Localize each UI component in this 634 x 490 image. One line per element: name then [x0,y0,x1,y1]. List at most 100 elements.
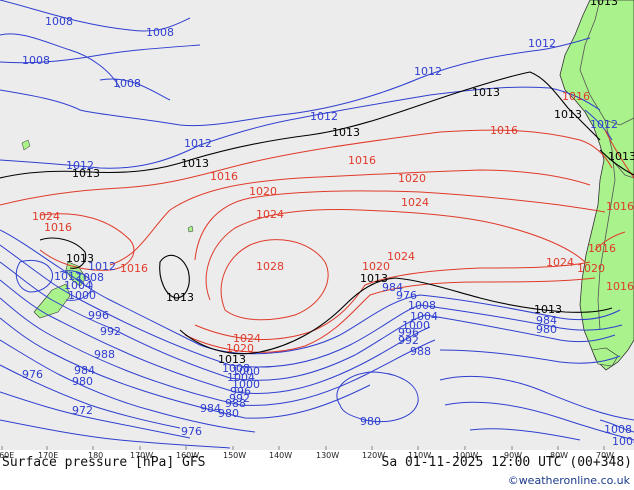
isobar-label: 1020 [577,262,605,275]
isobar-label: 1012 [414,65,442,78]
high-isobars [0,129,634,353]
isobar-label: 1004 [612,435,634,448]
standard-isobar-labels: 1013 1013 1013 1013 1013 1013 1013 1013 … [66,0,634,366]
isobar-label: 1008 [222,362,250,375]
isobar-label: 1004 [410,310,438,323]
isobar-label: 1012 [88,260,116,273]
isobar-label: 1013 [181,157,209,170]
tick-label: 160W [176,451,199,460]
isobar-label: 996 [88,309,109,322]
isobar-label: 992 [398,334,419,347]
isobar-label: 1012 [66,159,94,172]
isobar-label: 1013 [472,86,500,99]
isobar-label: 1008 [146,26,174,39]
isobar-label: 1000 [402,319,430,332]
isobar-label: 1016 [348,154,376,167]
isobar-label: 1020 [226,342,254,355]
isobar-label: 1008 [76,271,104,284]
isobar-label: 1013 [590,0,618,8]
isobar-label: 1008 [408,299,436,312]
isobar-label: 1000 [68,289,96,302]
isobar-label: 1013 [534,303,562,316]
longitude-tick-labels: 160E 170E 180 170W 160W 150W 140W 130W 1… [0,451,614,460]
tick-label: 160E [0,451,14,460]
isobar-label: 1016 [490,124,518,137]
low-isobar-labels: 1008 1008 1008 1008 1012 1012 1012 1012 … [22,15,634,448]
isobar-label: 1013 [554,108,582,121]
isobar-label: 980 [536,323,557,336]
isobar-label: 1020 [362,260,390,273]
isobar-label: 1012 [310,110,338,123]
isobar-label: 1013 [608,150,634,163]
ocean-area [0,0,634,450]
tick-label: 80W [550,451,568,460]
isobar-label: 1024 [546,256,574,269]
isobar-label: 1016 [562,90,590,103]
isobar-label: 1008 [113,77,141,90]
isobar-label: 1016 [44,221,72,234]
isobar-label: 1000 [232,378,260,391]
south-america-land [559,0,634,371]
isobar-label: 1013 [332,126,360,139]
isobar-label: 988 [94,348,115,361]
isobar-label: 1012 [54,270,82,283]
tick-label: 70W [596,451,614,460]
isobar-label: 1004 [227,371,255,384]
isobar-label: 1012 [184,137,212,150]
high-isobar-labels: 1016 1016 1016 1020 1020 1024 1024 1028 … [32,90,634,355]
isobar-label: 1016 [120,262,148,275]
isobar-label: 992 [229,392,250,405]
island-fiji [21,139,31,151]
isobar-label: 980 [360,415,381,428]
isobar-label: 988 [225,397,246,410]
isobar-label: 1016 [210,170,238,183]
isobar-label: 1008 [22,54,50,67]
argentina-border [611,159,634,179]
isobar-label: 1024 [32,210,60,223]
isobar-label: 984 [200,402,221,415]
isobar-label: 1013 [66,252,94,265]
isobar-label: 1013 [360,272,388,285]
andes-ridge [579,0,616,331]
tick-label: 140W [269,451,292,460]
isobar-label: 976 [181,425,202,438]
footer-band [0,450,634,490]
isobar-label: 1020 [249,185,277,198]
isobar-label: 1013 [166,291,194,304]
credit-link[interactable]: ©weatheronline.co.uk [508,474,631,487]
isobar-label: 980 [72,375,93,388]
isobar-label: 1013 [218,353,246,366]
isobar-label: 996 [230,385,251,398]
isobar-label: 1024 [401,196,429,209]
map-title: Surface pressure [hPa] GFS [2,455,206,470]
longitude-ticks [1,446,605,450]
isobar-label: 1024 [233,332,261,345]
isobar-label: 972 [72,404,93,417]
isobar-label: 1016 [606,200,634,213]
isobar-label: 1024 [387,250,415,263]
isobar-label: 984 [536,314,557,327]
isobar-label: 1008 [604,423,632,436]
isobar-label: 1000 [232,365,260,378]
tick-label: 110W [408,451,431,460]
tick-label: 90W [504,451,522,460]
tick-label: 120W [362,451,385,460]
standard-isobar [0,71,634,355]
tick-label: 100W [455,451,478,460]
isobar-label: 980 [218,407,239,420]
isobar-label: 1016 [588,242,616,255]
isobar-label: 1004 [64,279,92,292]
isobar-label: 992 [100,325,121,338]
island-chatham [187,225,194,233]
isobar-label: 1028 [256,260,284,273]
bolivia-border [604,117,634,126]
isobar-label: 996 [398,326,419,339]
tick-label: 130W [316,451,339,460]
isobar-label: 984 [74,364,95,377]
tick-label: 150W [223,451,246,460]
isobar-label: 988 [410,345,431,358]
isobar-label: 1012 [590,118,618,131]
tick-label: 180 [88,451,103,460]
low-isobars [0,0,634,449]
